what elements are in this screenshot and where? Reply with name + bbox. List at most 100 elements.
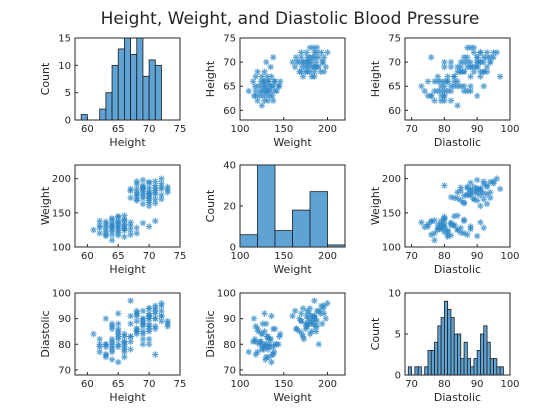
scatter-point bbox=[299, 333, 307, 340]
scatter-point bbox=[437, 226, 445, 233]
scatter-point bbox=[263, 333, 271, 340]
scatter-point bbox=[115, 328, 122, 335]
scatter-point bbox=[300, 335, 308, 343]
scatter-point bbox=[115, 232, 122, 239]
scatter-point bbox=[115, 224, 122, 232]
scatter-point bbox=[291, 63, 299, 71]
y-tick-label: 200 bbox=[382, 174, 401, 185]
scatter-point bbox=[133, 195, 140, 203]
scatter-point bbox=[271, 325, 279, 333]
histogram-bar bbox=[142, 75, 150, 121]
scatter-point bbox=[145, 197, 153, 204]
scatter-point bbox=[251, 83, 259, 90]
x-axis-label: Diastolic bbox=[434, 391, 481, 404]
scatter-point bbox=[313, 49, 321, 56]
scatter-point bbox=[487, 58, 494, 66]
histogram-bar bbox=[457, 333, 462, 376]
scatter-point bbox=[487, 178, 494, 186]
scatter-point bbox=[312, 63, 319, 71]
scatter-point bbox=[428, 217, 435, 225]
scatter-point bbox=[460, 230, 468, 237]
scatter-point bbox=[252, 323, 259, 330]
scatter-point bbox=[457, 58, 464, 66]
x-tick-label: 90 bbox=[471, 379, 484, 390]
scatter-point bbox=[264, 346, 272, 353]
scatter-point bbox=[460, 58, 468, 66]
scatter-point bbox=[311, 73, 318, 80]
scatter-point bbox=[464, 54, 471, 61]
scatter-point bbox=[121, 221, 128, 228]
scatter-point bbox=[483, 68, 491, 75]
scatter-point bbox=[145, 184, 153, 191]
scatter-point bbox=[108, 222, 116, 230]
scatter-point bbox=[252, 73, 259, 80]
scatter-point bbox=[312, 54, 319, 61]
y-tick-label: 80 bbox=[58, 340, 71, 351]
scatter-point bbox=[454, 63, 461, 71]
scatter-point bbox=[115, 343, 122, 351]
scatter-point bbox=[108, 348, 116, 356]
x-tick-label: 100 bbox=[500, 379, 519, 390]
scatter-point bbox=[259, 320, 266, 327]
scatter-point bbox=[467, 58, 474, 66]
scatter-point bbox=[313, 307, 321, 315]
scatter-point bbox=[490, 49, 497, 56]
axes-frame bbox=[404, 164, 511, 248]
scatter-point bbox=[313, 317, 321, 325]
scatter-point bbox=[477, 191, 484, 199]
x-tick-label: 70 bbox=[405, 379, 418, 390]
scatter-point bbox=[483, 191, 491, 198]
scatter-point bbox=[298, 49, 305, 56]
x-tick-label: 150 bbox=[274, 124, 293, 135]
scatter-point bbox=[115, 310, 122, 317]
scatter-point bbox=[441, 63, 448, 71]
scatter-point bbox=[457, 63, 464, 71]
scatter-point bbox=[296, 58, 303, 66]
scatter-point bbox=[276, 83, 283, 90]
scatter-point bbox=[467, 226, 474, 233]
scatter-point bbox=[457, 187, 464, 195]
scatter-point bbox=[96, 343, 103, 351]
histogram-bar bbox=[486, 341, 491, 376]
scatter-point bbox=[127, 297, 134, 304]
scatter-point bbox=[320, 54, 328, 61]
scatter-point bbox=[252, 338, 259, 345]
scatter-point bbox=[493, 175, 501, 182]
x-tick-label: 80 bbox=[438, 379, 451, 390]
scatter-point bbox=[447, 219, 455, 227]
scatter-point bbox=[473, 197, 481, 204]
scatter-point bbox=[258, 346, 266, 353]
scatter-point bbox=[121, 348, 128, 356]
histogram-bar bbox=[148, 59, 156, 121]
scatter-point bbox=[254, 68, 261, 75]
scatter-point bbox=[319, 305, 327, 312]
scatter-point bbox=[483, 63, 491, 71]
x-tick-label: 75 bbox=[174, 124, 187, 135]
scatter-point bbox=[250, 315, 258, 322]
y-axis-label: Weight bbox=[369, 186, 382, 225]
scatter-point bbox=[447, 58, 455, 66]
x-tick-label: 100 bbox=[500, 124, 519, 135]
scatter-point bbox=[296, 315, 303, 322]
scatter-point bbox=[496, 185, 504, 193]
scatter-point bbox=[263, 73, 271, 80]
scatter-point bbox=[270, 351, 277, 358]
scatter-point bbox=[473, 176, 481, 184]
histogram-bar bbox=[257, 164, 276, 248]
scatter-point bbox=[477, 202, 484, 210]
scatter-point bbox=[115, 320, 122, 327]
y-tick-label: 150 bbox=[382, 208, 401, 219]
scatter-point bbox=[265, 353, 273, 361]
scatter-point bbox=[121, 217, 128, 224]
panel-height-vs-weight: 100 150 200 60 65 70 75 Weight Height bbox=[204, 34, 346, 149]
scatter-point bbox=[277, 78, 284, 85]
scatter-point bbox=[145, 179, 153, 186]
scatter-point bbox=[259, 87, 266, 95]
scatter-point bbox=[447, 232, 455, 239]
scatter-point bbox=[127, 346, 134, 353]
scatter-point bbox=[268, 83, 275, 90]
scatter-point bbox=[460, 68, 468, 75]
scatter-point bbox=[263, 341, 270, 348]
figure-title: Height, Weight, and Diastolic Blood Pres… bbox=[101, 9, 480, 29]
scatter-point bbox=[320, 310, 328, 317]
